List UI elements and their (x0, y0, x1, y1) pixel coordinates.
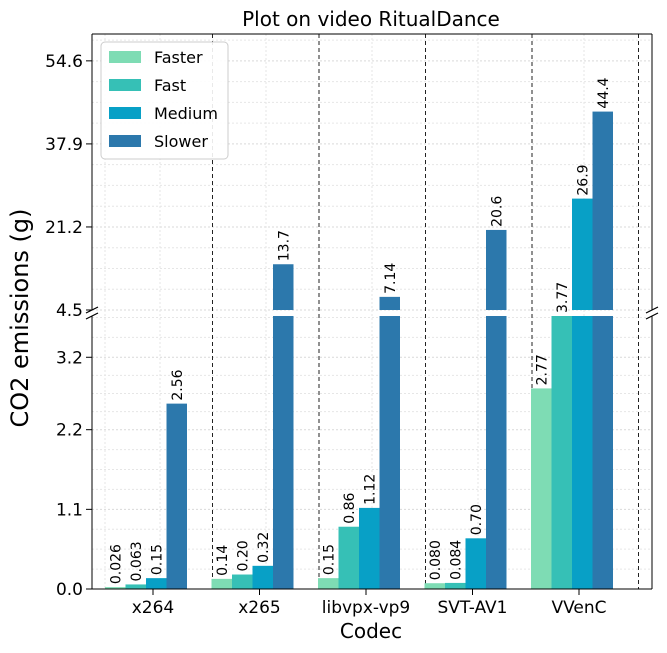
bar (445, 582, 466, 589)
bar (424, 583, 445, 589)
data-label: 0.86 (342, 492, 358, 523)
legend-swatch (109, 51, 141, 63)
x-tick-label: libvpx-vp9 (322, 598, 411, 618)
bar (465, 538, 486, 589)
legend-entry: Faster (154, 48, 203, 67)
x-tick-label: x264 (132, 598, 175, 618)
data-label: 7.14 (383, 263, 399, 294)
legend-box (100, 41, 229, 160)
x-tick-label: SVT-AV1 (438, 598, 508, 618)
data-label: 0.15 (321, 544, 337, 575)
legend-swatch (109, 107, 141, 119)
data-label: 2.77 (534, 354, 550, 385)
data-label: 0.15 (149, 544, 165, 575)
bar (318, 578, 339, 589)
legend-swatch (109, 135, 141, 147)
x-tick-label: VVenC (551, 598, 606, 618)
data-label: 0.080 (428, 540, 444, 580)
legend-entry: Fast (154, 76, 186, 95)
data-labels: 0.026 0.14 0.15 0.080 2.77 0.063 0.20 0.86 0.084… (108, 77, 612, 584)
bar (273, 316, 294, 589)
data-label: 0.084 (448, 540, 464, 580)
data-label: 3.77 (555, 282, 571, 313)
y-tick-label: 21.2 (45, 218, 83, 238)
y-tick-label: 37.9 (45, 135, 83, 155)
bar (252, 565, 273, 589)
bars (105, 111, 613, 589)
bar (338, 526, 359, 589)
legend-entry: Medium (154, 104, 218, 123)
bar (146, 578, 167, 589)
bar (379, 296, 400, 310)
axis-break-mark (85, 312, 99, 320)
y-tick-label: 2.2 (56, 421, 83, 441)
legend-entry: Slower (154, 132, 208, 151)
y-tick-label: 0.0 (56, 580, 83, 600)
data-label: 44.4 (596, 77, 612, 108)
bar (572, 198, 593, 310)
x-axis-label: Codec (340, 619, 402, 643)
axis-break-mark (645, 306, 659, 314)
bar (486, 316, 507, 589)
bar (486, 229, 507, 310)
bar (273, 264, 294, 310)
bar (592, 111, 613, 311)
y-tick-label: 54.6 (45, 52, 83, 72)
bar (379, 316, 400, 589)
data-label: 0.32 (256, 532, 272, 563)
bar (105, 587, 126, 589)
bar (531, 388, 552, 589)
axis-break-mark (645, 312, 659, 320)
data-label: 0.70 (469, 504, 485, 535)
bar (125, 584, 146, 589)
data-label: 0.063 (129, 541, 145, 581)
data-label: 26.9 (575, 164, 591, 195)
bar (592, 316, 613, 589)
y-tick-label: 1.1 (56, 500, 83, 520)
bar (572, 316, 593, 589)
bar (211, 578, 232, 589)
axes: 0.0 1.1 2.2 3.2 4.5 21.2 37.9 54.6 x264 x265 libvp… (45, 33, 659, 618)
y-tick-label: 4.5 (56, 301, 83, 321)
legend-swatch (109, 79, 141, 91)
bar (551, 316, 572, 589)
data-label: 13.7 (276, 230, 292, 261)
data-label: 2.56 (170, 369, 186, 400)
y-tick-label: 3.2 (56, 348, 83, 368)
x-tick-label: x265 (238, 598, 281, 618)
bar (359, 507, 380, 589)
data-label: 0.14 (215, 545, 231, 576)
data-label: 0.20 (235, 540, 251, 571)
chart-title: Plot on video RitualDance (242, 7, 500, 31)
data-label: 0.026 (108, 544, 124, 584)
y-axis-label: CO2 emissions (g) (6, 208, 34, 427)
legend: Faster Fast Medium Slower (100, 41, 229, 160)
bar (232, 574, 253, 589)
data-label: 1.12 (362, 474, 378, 505)
data-label: 20.6 (489, 196, 505, 227)
bar (166, 403, 187, 589)
